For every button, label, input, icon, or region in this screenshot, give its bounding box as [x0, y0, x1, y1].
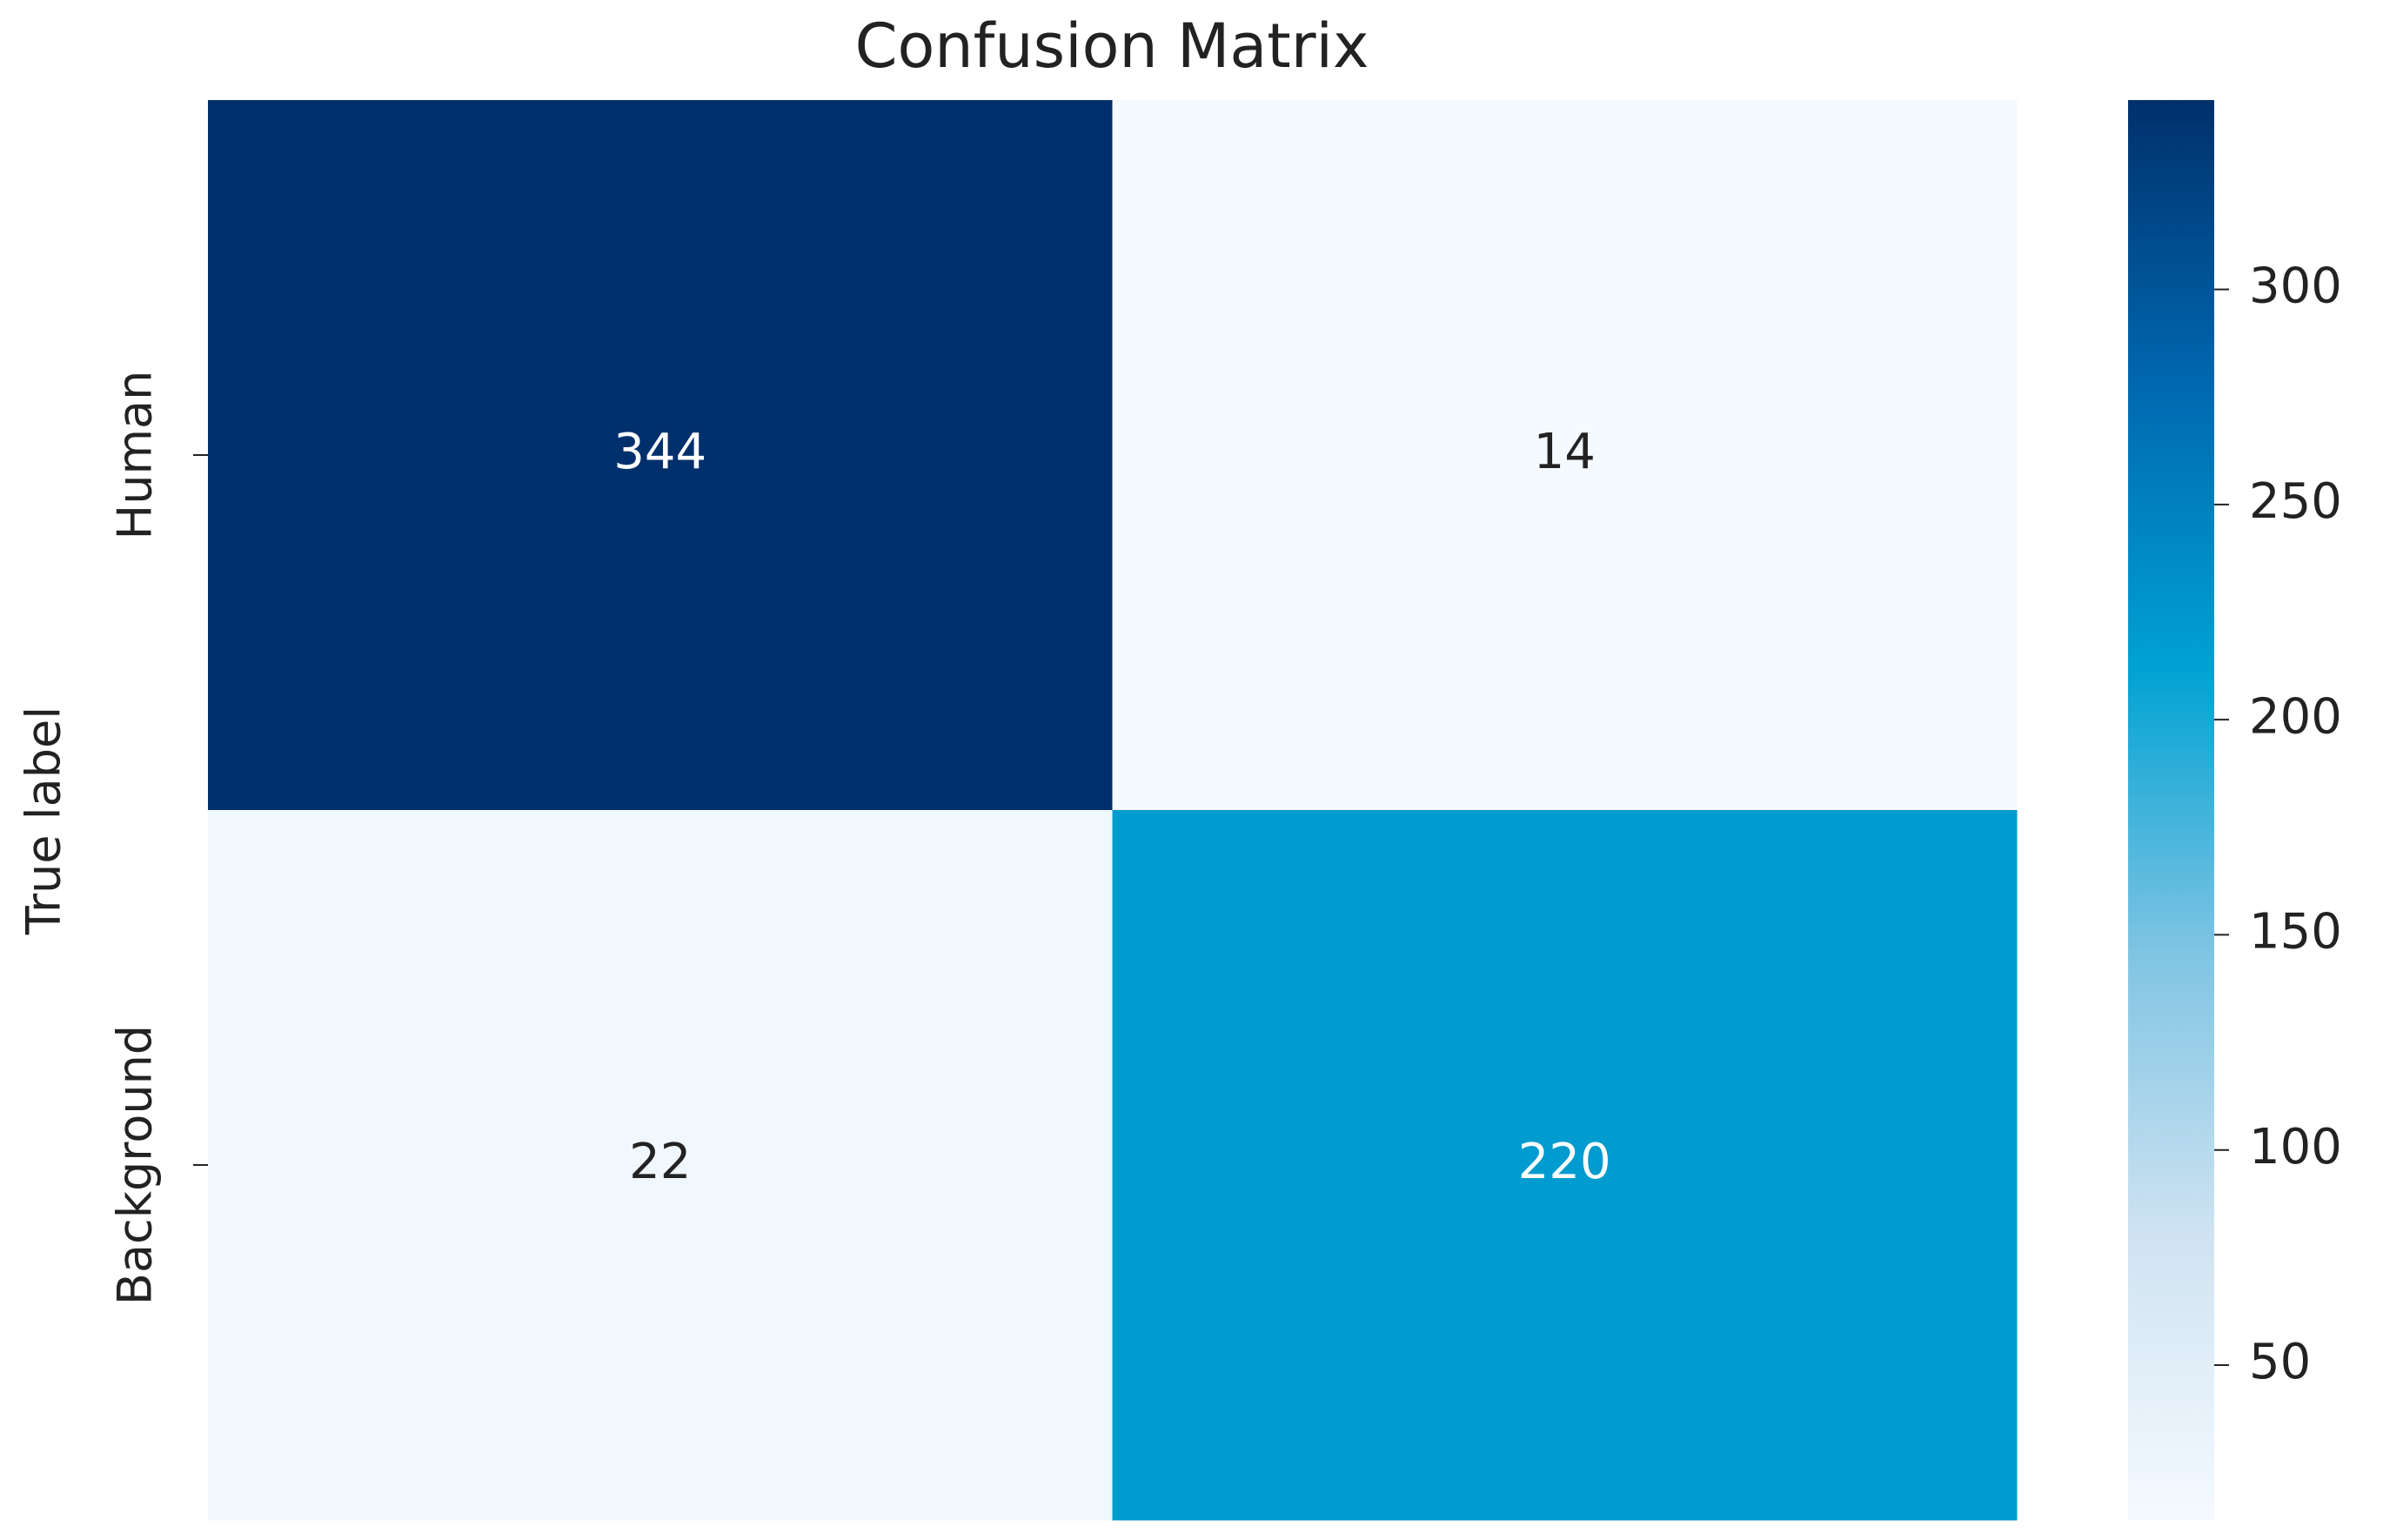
colorbar-tick-label: 150 — [2249, 904, 2342, 961]
cell-label: 220 — [1518, 1134, 1611, 1190]
colorbar-tick-label: 250 — [2249, 473, 2342, 530]
y-tick-label: Background — [108, 1025, 163, 1305]
cell-label: 22 — [629, 1134, 691, 1190]
colorbar — [2128, 100, 2214, 1520]
heatmap-cell — [1112, 100, 2018, 811]
y-tick-label: Human — [108, 371, 163, 540]
colorbar-tick-label: 300 — [2249, 258, 2342, 315]
colorbar-tick-label: 50 — [2249, 1334, 2311, 1390]
cell-label: 14 — [1534, 424, 1596, 480]
colorbar-tick-label: 100 — [2249, 1119, 2342, 1175]
chart-title: Confusion Matrix — [855, 10, 1369, 82]
heatmap-cell — [1112, 810, 2018, 1521]
cell-label: 344 — [613, 424, 706, 480]
colorbar-tick-label: 200 — [2249, 688, 2342, 745]
heatmap-cell — [208, 100, 1113, 811]
heatmap-cell — [208, 810, 1113, 1521]
y-axis-label: True label — [17, 706, 71, 935]
